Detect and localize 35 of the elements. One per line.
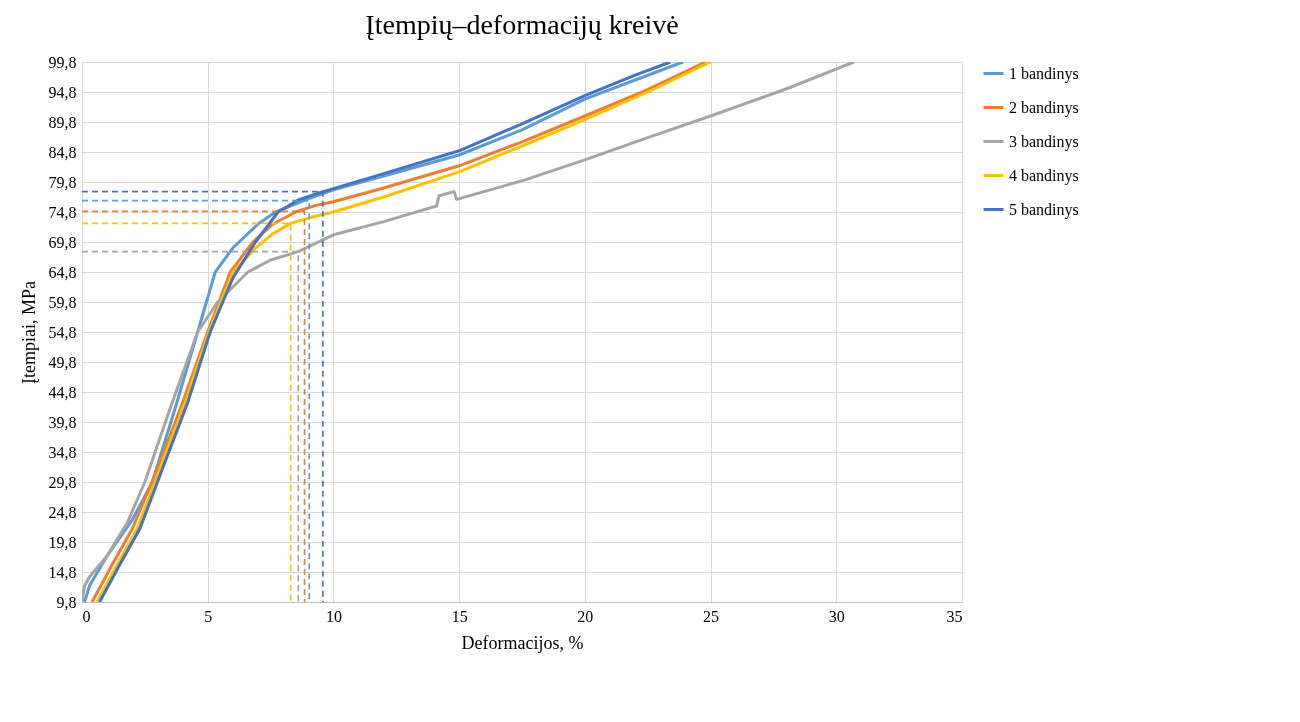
y-axis-title: Įtempiai, MPa [18, 281, 39, 384]
x-axis-title: Deformacijos, % [461, 632, 584, 653]
y-tick-label: 49,8 [48, 353, 77, 371]
legend-label: 2 bandinys [1009, 98, 1079, 117]
y-tick-label: 54,8 [48, 323, 77, 341]
x-tick-label: 15 [451, 607, 468, 625]
legend-label: 4 bandinys [1009, 166, 1079, 185]
x-tick-label: 10 [325, 607, 342, 625]
y-tick-label: 64,8 [48, 263, 77, 281]
y-tick-label: 99,8 [48, 53, 77, 71]
x-tick-label: 25 [703, 607, 720, 625]
legend-label: 3 bandinys [1009, 132, 1079, 151]
y-tick-label: 39,8 [48, 413, 77, 431]
y-tick-label: 24,8 [48, 503, 77, 521]
chart-title: Įtempių–deformacijų kreivė [365, 9, 679, 40]
y-tick-label: 9,8 [56, 593, 77, 611]
y-tick-label: 14,8 [48, 563, 77, 581]
y-tick-label: 59,8 [48, 293, 77, 311]
legend-label: 5 bandinys [1009, 200, 1079, 219]
y-tick-label: 29,8 [48, 473, 77, 491]
x-tick-label: 0 [82, 607, 91, 625]
x-tick-label: 35 [946, 607, 963, 625]
y-tick-label: 84,8 [48, 143, 77, 161]
y-tick-label: 34,8 [48, 443, 77, 461]
y-tick-label: 69,8 [48, 233, 77, 251]
y-tick-label: 19,8 [48, 533, 77, 551]
x-tick-label: 30 [828, 607, 845, 625]
y-tick-label: 94,8 [48, 83, 77, 101]
y-tick-label: 74,8 [48, 203, 77, 221]
x-tick-label: 5 [204, 607, 213, 625]
y-tick-label: 89,8 [48, 113, 77, 131]
y-tick-label: 79,8 [48, 173, 77, 191]
legend-label: 1 bandinys [1009, 64, 1079, 83]
y-tick-label: 44,8 [48, 383, 77, 401]
x-tick-label: 20 [577, 607, 594, 625]
